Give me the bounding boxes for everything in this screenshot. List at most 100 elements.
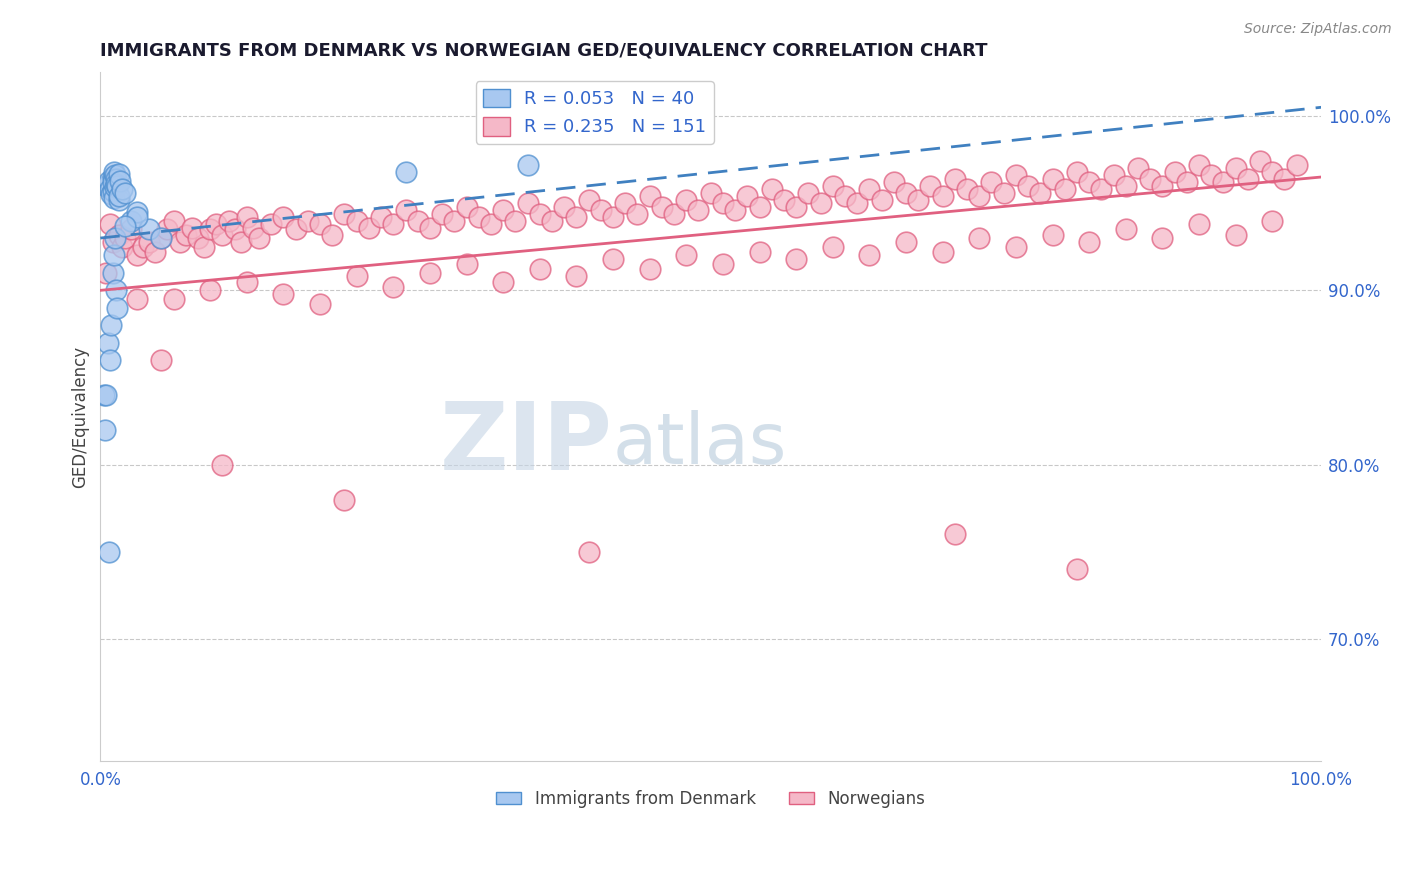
Point (333, 207, 356, 221)
Point (105, 171, 128, 186)
Point (98, 182, 121, 196)
Point (125, 205, 148, 219)
Point (211, 227, 233, 242)
Point (218, 213, 240, 227)
Point (1225, 227, 1247, 242)
Point (96, 388, 118, 402)
Point (93, 388, 115, 402)
Point (104, 180, 127, 194)
Point (1029, 186, 1052, 200)
Point (1261, 165, 1284, 179)
Point (101, 175, 124, 189)
Point (675, 193, 697, 207)
Point (614, 196, 637, 211)
Point (120, 222, 142, 236)
Point (737, 189, 759, 203)
Point (565, 210, 588, 224)
Point (156, 222, 179, 236)
Point (101, 235, 124, 249)
Point (651, 200, 673, 214)
Point (541, 213, 564, 227)
Point (1199, 169, 1222, 183)
Point (1005, 240, 1028, 254)
Point (920, 178, 942, 193)
Point (578, 545, 600, 559)
Point (870, 193, 893, 207)
Point (1066, 562, 1088, 576)
Text: atlas: atlas (613, 409, 787, 479)
Point (108, 173, 131, 187)
Point (505, 213, 527, 227)
Point (224, 222, 246, 236)
Point (1249, 154, 1271, 169)
Point (103, 165, 125, 179)
Point (346, 269, 368, 284)
Point (242, 220, 264, 235)
Point (114, 186, 136, 200)
Point (150, 353, 173, 368)
Point (333, 492, 356, 507)
Point (96, 178, 118, 193)
Point (1212, 175, 1234, 189)
Point (143, 245, 166, 260)
Point (931, 189, 953, 203)
Point (162, 213, 184, 227)
Point (107, 193, 129, 207)
Point (1261, 213, 1284, 227)
Point (1126, 161, 1149, 176)
Text: Source: ZipAtlas.com: Source: ZipAtlas.com (1244, 22, 1392, 37)
Point (260, 217, 283, 231)
Point (761, 182, 783, 196)
Point (419, 220, 441, 235)
Point (205, 217, 228, 231)
Point (100, 187, 122, 202)
Point (858, 182, 880, 196)
Point (101, 266, 124, 280)
Point (138, 235, 160, 249)
Point (638, 262, 661, 277)
Point (107, 178, 129, 193)
Point (956, 182, 979, 196)
Point (846, 196, 869, 211)
Point (529, 262, 551, 277)
Point (370, 210, 392, 224)
Text: IMMIGRANTS FROM DENMARK VS NORWEGIAN GED/EQUIVALENCY CORRELATION CHART: IMMIGRANTS FROM DENMARK VS NORWEGIAN GED… (100, 42, 988, 60)
Point (516, 158, 538, 172)
Point (98, 353, 121, 368)
Point (193, 240, 215, 254)
Point (1188, 217, 1211, 231)
Point (907, 193, 929, 207)
Point (321, 227, 343, 242)
Point (297, 213, 319, 227)
Point (1078, 175, 1101, 189)
Point (236, 210, 259, 224)
Point (589, 203, 612, 218)
Point (114, 231, 136, 245)
Point (229, 235, 252, 249)
Point (346, 213, 368, 227)
Point (516, 196, 538, 211)
Point (1225, 161, 1247, 176)
Point (1152, 178, 1174, 193)
Point (1005, 169, 1028, 183)
Point (107, 189, 129, 203)
Point (748, 200, 770, 214)
Point (967, 189, 990, 203)
Point (382, 217, 405, 231)
Point (394, 203, 416, 218)
Point (111, 182, 134, 196)
Point (96, 266, 118, 280)
Point (688, 203, 710, 218)
Point (748, 245, 770, 260)
Point (211, 458, 233, 472)
Point (894, 186, 917, 200)
Point (125, 210, 148, 224)
Point (1078, 235, 1101, 249)
Point (104, 231, 127, 245)
Point (662, 207, 685, 221)
Point (169, 235, 191, 249)
Point (602, 210, 624, 224)
Point (821, 178, 844, 193)
Point (200, 222, 222, 236)
Point (1274, 171, 1296, 186)
